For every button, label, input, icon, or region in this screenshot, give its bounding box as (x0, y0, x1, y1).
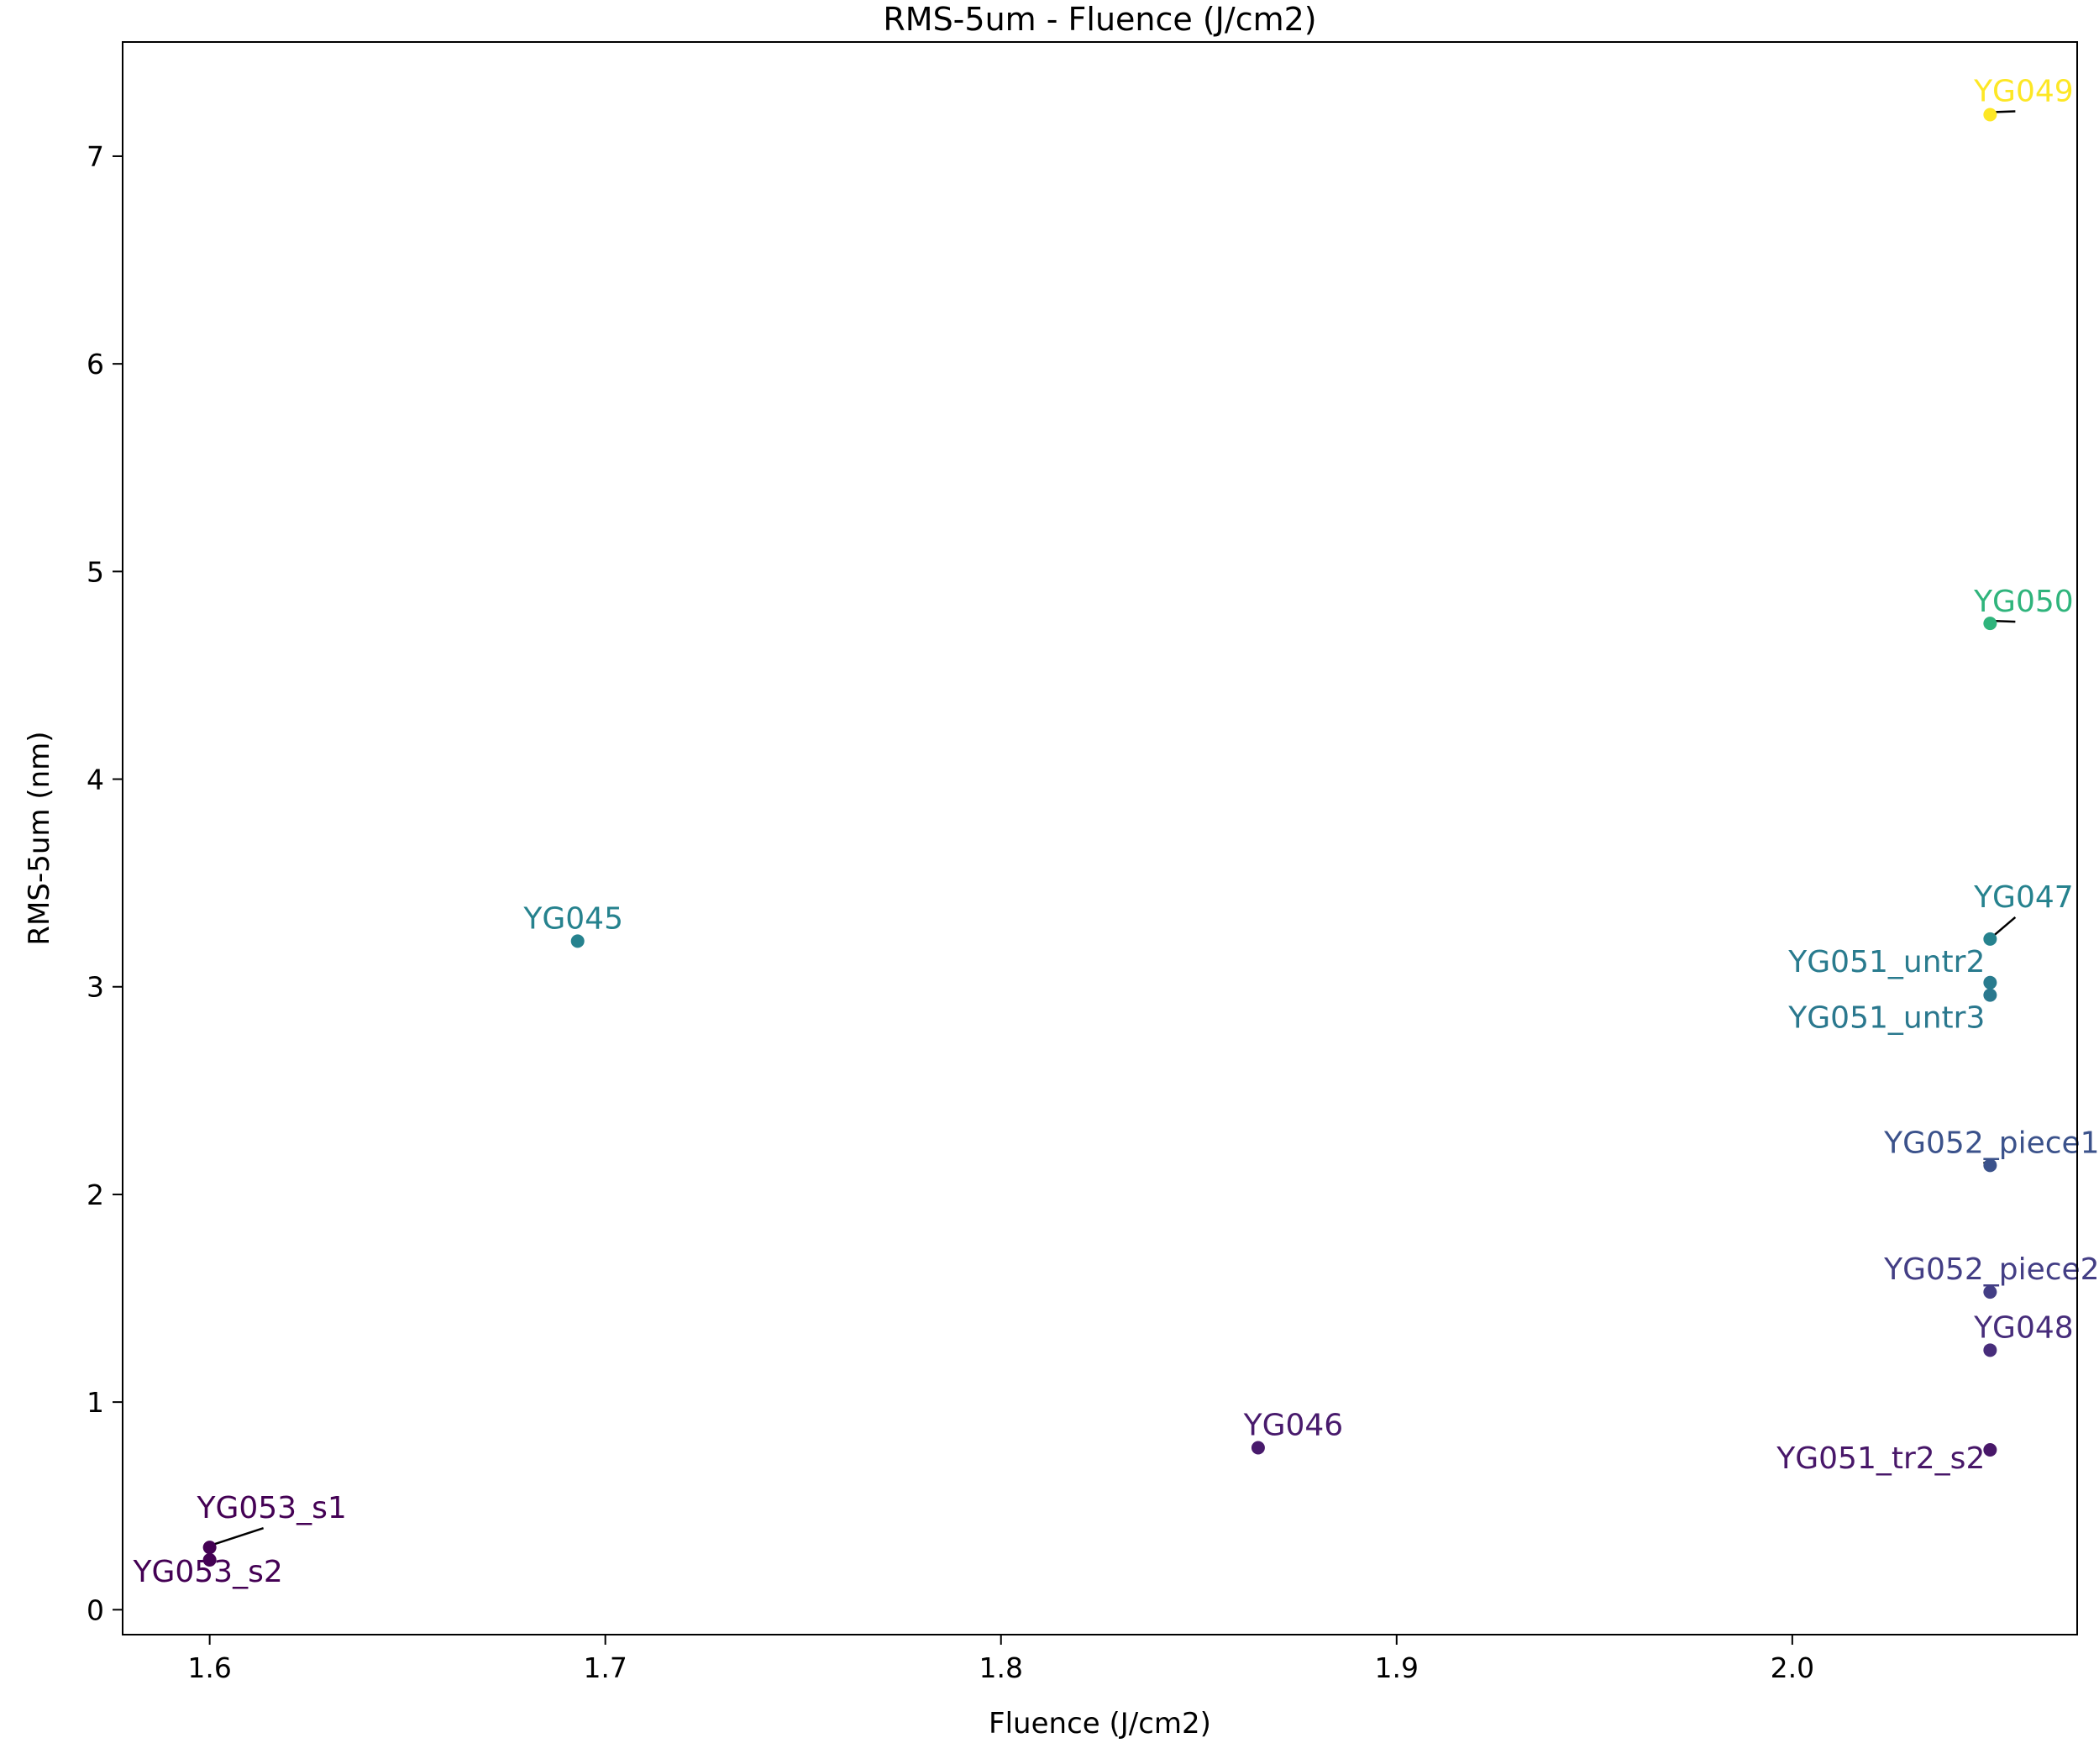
point-label: YG053_s1 (196, 1491, 346, 1525)
chart-title: RMS-5um - Fluence (J/cm2) (883, 1, 1316, 38)
data-point (1983, 108, 1997, 122)
point-label: YG046 (1243, 1409, 1344, 1443)
data-point (570, 934, 585, 948)
point-label: YG050 (1973, 585, 2074, 619)
y-tick-label: 1 (87, 1386, 104, 1419)
plot-frame (122, 41, 2078, 1635)
y-tick-label: 0 (87, 1593, 104, 1626)
point-label: YG048 (1973, 1310, 2074, 1345)
y-tick-label: 7 (87, 140, 104, 173)
x-tick-label: 1.8 (979, 1651, 1022, 1684)
data-point (1983, 988, 1997, 1002)
y-tick-label: 6 (87, 348, 104, 381)
x-tick-label: 1.7 (583, 1651, 627, 1684)
point-label: YG053_s2 (132, 1555, 282, 1589)
point-label: YG045 (522, 901, 623, 936)
label-leader-line (212, 1526, 265, 1546)
label-leader-line (1991, 916, 2017, 937)
x-axis-label: Fluence (J/cm2) (989, 1707, 1211, 1740)
point-label: YG052_piece2 (1883, 1252, 2099, 1287)
data-point (1983, 617, 1997, 631)
data-point (1983, 975, 1997, 990)
data-points (202, 108, 1997, 1567)
point-label: YG051_tr2_s2 (1776, 1441, 1985, 1476)
label-leader-line (1992, 110, 2016, 113)
x-tick-label: 1.6 (187, 1651, 231, 1684)
data-point (1983, 1285, 1997, 1299)
point-label: YG051_untr2 (1787, 945, 1985, 979)
data-point (1983, 1158, 1997, 1173)
point-label: YG049 (1973, 75, 2074, 109)
label-leader-line (1992, 619, 2016, 623)
y-tick-label: 3 (87, 971, 104, 1004)
point-labels: YG049 YG050 YG047 YG051_untr2 YG051_untr3 YG0… (132, 75, 2099, 1589)
x-tick-label: 2.0 (1771, 1651, 1814, 1684)
data-point (1983, 1442, 1997, 1457)
point-label: YG051_untr3 (1787, 1001, 1985, 1036)
data-point (202, 1541, 217, 1555)
point-label: YG047 (1973, 880, 2074, 915)
y-axis-label: RMS-5um (nm) (23, 731, 56, 945)
data-point (1983, 932, 1997, 946)
axis-ticks: 1.6 1.7 1.8 1.9 2.0 0 1 2 3 4 5 6 7 (87, 140, 1814, 1684)
y-tick-label: 4 (87, 764, 104, 796)
x-tick-label: 1.9 (1375, 1651, 1419, 1684)
point-label: YG052_piece1 (1883, 1126, 2099, 1160)
data-point (202, 1553, 217, 1567)
data-point (1983, 1343, 1997, 1357)
y-tick-label: 2 (87, 1179, 104, 1211)
y-tick-label: 5 (87, 555, 104, 588)
data-point (1251, 1441, 1265, 1455)
